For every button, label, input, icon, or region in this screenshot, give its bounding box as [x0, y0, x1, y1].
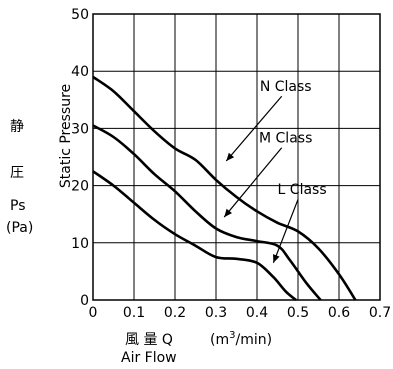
plot-frame — [92, 13, 381, 301]
y-axis-label-en: Static Pressure — [58, 84, 74, 188]
y-tick-labels: 0 10 20 30 40 50 — [71, 7, 89, 309]
x-tick-labels: 0 0.1 0.2 0.3 0.4 0.5 0.6 0.7 — [89, 305, 392, 321]
series-pointer-l-class — [272, 198, 299, 264]
series-pointer-n-class — [225, 95, 283, 162]
curve-annotations: N Class M Class L Class — [223, 79, 327, 264]
x-tick-label: 0.6 — [328, 305, 350, 321]
x-axis-unit: (m3/min) — [210, 330, 272, 348]
series-label-m-class: M Class — [259, 131, 312, 147]
y-tick-label: 20 — [71, 179, 89, 195]
y-tick-label: 40 — [71, 64, 89, 80]
x-axis-label-jp: 風 量 Q — [125, 332, 173, 348]
series-arrowhead-n-class — [226, 152, 235, 161]
y-tick-label: 10 — [71, 236, 89, 252]
pq-curves — [92, 75, 357, 302]
series-line-n-class — [92, 75, 357, 301]
series-label-n-class: N Class — [260, 79, 312, 95]
y-tick-label: 30 — [71, 121, 89, 137]
x-tick-label: 0.5 — [287, 305, 309, 321]
y-axis-label-unit: (Pa) — [6, 220, 33, 236]
series-line-m-class — [92, 124, 322, 301]
y-axis-label-jp-1: 静 — [10, 119, 24, 135]
series-arrowhead-m-class — [224, 208, 232, 218]
x-axis-label-en: Air Flow — [121, 350, 177, 366]
series-line-l-class — [92, 170, 297, 302]
x-tick-label: 0.4 — [246, 305, 268, 321]
x-axis-unit-suffix: /min) — [235, 332, 272, 348]
x-axis-unit-prefix: (m — [210, 332, 229, 348]
y-axis-label-jp-2: 圧 — [10, 165, 24, 181]
series-pointer-m-class — [223, 147, 283, 218]
x-tick-label: 0.2 — [164, 305, 186, 321]
y-axis-label-symbol: Ps — [10, 198, 26, 214]
y-tick-label: 0 — [80, 293, 89, 309]
x-tick-label: 0.7 — [369, 305, 391, 321]
x-axis-unit-sup: 3 — [229, 330, 235, 341]
x-tick-label: 0.3 — [205, 305, 227, 321]
series-arrowhead-l-class — [273, 254, 280, 263]
y-tick-label: 50 — [71, 7, 89, 23]
x-tick-label: 0 — [89, 305, 98, 321]
x-tick-label: 0.1 — [123, 305, 145, 321]
series-label-l-class: L Class — [278, 182, 327, 198]
